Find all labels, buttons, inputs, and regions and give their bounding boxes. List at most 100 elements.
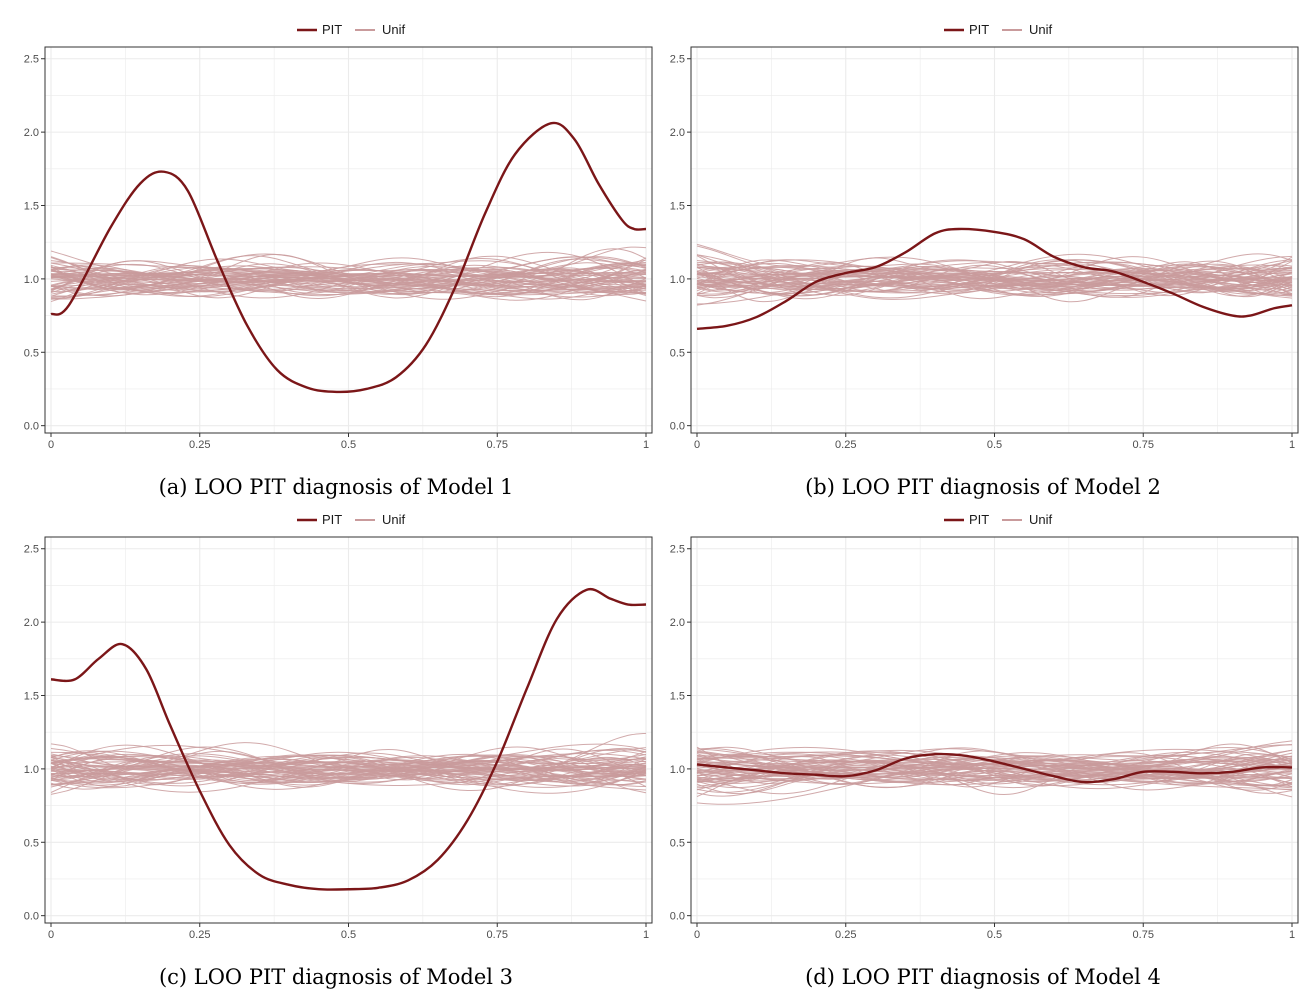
unif-series — [50, 732, 647, 795]
unif-line — [696, 762, 1293, 798]
x-tick-label: 1 — [1289, 439, 1295, 451]
y-tick-label: 2.0 — [670, 617, 685, 629]
unif-line — [696, 267, 1293, 288]
y-tick-label: 2.0 — [670, 127, 685, 139]
panel-b: 0 0.25 0.5 0.75 1 0.0 0.5 1.0 1.5 2.0 2.5 PIT Unif… — [670, 22, 1299, 499]
unif-line — [696, 263, 1293, 295]
unif-series — [696, 243, 1293, 306]
y-tick-label: 2.0 — [24, 617, 39, 629]
legend-unif-label: Unif — [1029, 512, 1053, 527]
unif-series — [50, 246, 647, 303]
legend-pit-label: PIT — [322, 22, 342, 37]
panel-c: 0 0.25 0.5 0.75 1 0.0 0.5 1.0 1.5 2.0 2.5 PIT Unif… — [24, 512, 653, 989]
x-tick-label: 0 — [48, 929, 54, 941]
unif-line — [50, 766, 647, 787]
x-tick-label: 0.25 — [189, 439, 210, 451]
unif-line — [50, 268, 647, 281]
unif-line — [50, 257, 647, 285]
unif-line — [696, 767, 1293, 791]
caption: (a) LOO PIT diagnosis of Model 1 — [159, 475, 514, 499]
unif-line — [696, 762, 1293, 782]
legend: PIT Unif — [944, 22, 1053, 37]
unif-line — [696, 748, 1293, 772]
y-tick-label: 2.5 — [24, 544, 39, 556]
unif-line — [696, 746, 1293, 787]
y-tick-label: 1.0 — [670, 764, 685, 776]
y-tick-label: 0.5 — [24, 837, 39, 849]
unif-line — [696, 260, 1293, 300]
y-tick-label: 0.5 — [670, 837, 685, 849]
y-tick-label: 0.0 — [24, 911, 39, 923]
legend-pit-label: PIT — [969, 22, 989, 37]
unif-line — [50, 748, 647, 779]
y-tick-label: 0.0 — [24, 421, 39, 433]
pit-series-line — [696, 227, 1293, 330]
x-tick-label: 0 — [694, 929, 700, 941]
y-tick-label: 0.0 — [670, 911, 685, 923]
gridlines — [691, 47, 1298, 433]
legend-unif-label: Unif — [382, 22, 406, 37]
unif-line — [50, 760, 647, 795]
unif-line — [50, 268, 647, 299]
x-axis: 0 0.25 0.5 0.75 1 — [694, 923, 1295, 941]
unif-line — [696, 258, 1293, 300]
unif-line — [696, 754, 1293, 767]
plot-area: 0 0.25 0.5 0.75 1 0.0 0.5 1.0 1.5 2.0 2.5 — [24, 46, 653, 451]
unif-line — [50, 747, 647, 771]
unif-line — [50, 272, 647, 291]
x-tick-label: 0 — [694, 439, 700, 451]
unif-line — [50, 754, 647, 781]
y-tick-label: 1.0 — [24, 274, 39, 286]
unif-line — [696, 265, 1293, 300]
x-tick-label: 0.25 — [835, 929, 856, 941]
panel-d: 0 0.25 0.5 0.75 1 0.0 0.5 1.0 1.5 2.0 2.5 PIT Unif… — [670, 512, 1299, 989]
y-tick-label: 2.0 — [24, 127, 39, 139]
unif-line — [50, 268, 647, 296]
legend-pit-label: PIT — [969, 512, 989, 527]
plot-area: 0 0.25 0.5 0.75 1 0.0 0.5 1.0 1.5 2.0 2.5 — [670, 536, 1299, 941]
pit-series-line — [50, 121, 647, 394]
unif-line — [50, 763, 647, 783]
x-tick-label: 0.5 — [987, 439, 1002, 451]
y-tick-label: 1.5 — [24, 691, 39, 703]
unif-line — [50, 751, 647, 775]
legend-unif-label: Unif — [1029, 22, 1053, 37]
legend: PIT Unif — [297, 22, 406, 37]
y-tick-label: 1.5 — [24, 201, 39, 213]
unif-line — [50, 260, 647, 278]
x-tick-label: 0.25 — [835, 439, 856, 451]
caption: (c) LOO PIT diagnosis of Model 3 — [159, 965, 513, 989]
unif-line — [696, 274, 1293, 305]
gridlines — [45, 537, 652, 923]
unif-line — [696, 764, 1293, 775]
y-tick-label: 2.5 — [24, 54, 39, 66]
x-tick-label: 0.25 — [189, 929, 210, 941]
legend-pit-label: PIT — [322, 512, 342, 527]
y-axis: 0.0 0.5 1.0 1.5 2.0 2.5 — [24, 54, 45, 433]
y-tick-label: 1.0 — [670, 274, 685, 286]
y-tick-label: 0.0 — [670, 421, 685, 433]
unif-line — [50, 277, 647, 300]
pit-series-line — [50, 587, 647, 891]
x-tick-label: 0.5 — [987, 929, 1002, 941]
y-tick-label: 2.5 — [670, 544, 685, 556]
unif-line — [50, 764, 647, 780]
x-tick-label: 0.75 — [1133, 929, 1154, 941]
y-tick-label: 1.5 — [670, 201, 685, 213]
x-tick-label: 0.75 — [1133, 439, 1154, 451]
x-tick-label: 0.5 — [341, 439, 356, 451]
pit-series-line — [696, 752, 1293, 784]
legend: PIT Unif — [297, 512, 406, 527]
y-axis: 0.0 0.5 1.0 1.5 2.0 2.5 — [670, 544, 691, 923]
unif-line — [50, 255, 647, 291]
y-axis: 0.0 0.5 1.0 1.5 2.0 2.5 — [670, 54, 691, 433]
unif-line — [50, 755, 647, 779]
x-tick-label: 0.75 — [487, 929, 508, 941]
y-tick-label: 1.5 — [670, 691, 685, 703]
gridlines — [691, 537, 1298, 923]
x-tick-label: 0.5 — [341, 929, 356, 941]
y-tick-label: 0.5 — [670, 347, 685, 359]
y-tick-label: 0.5 — [24, 347, 39, 359]
plot-area: 0 0.25 0.5 0.75 1 0.0 0.5 1.0 1.5 2.0 2.5 — [670, 46, 1299, 451]
